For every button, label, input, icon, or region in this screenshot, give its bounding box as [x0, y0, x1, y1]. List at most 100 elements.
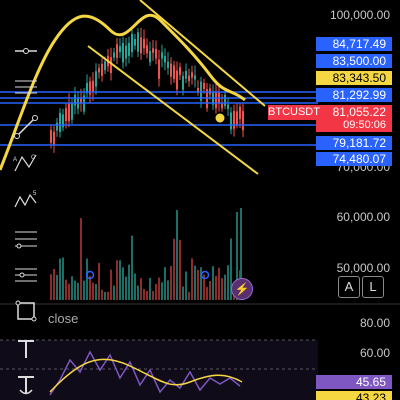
volume-bar	[200, 267, 202, 300]
volume-bar	[122, 267, 124, 300]
volume-bar	[65, 279, 67, 300]
volume-bar	[224, 274, 226, 300]
volume-bar	[80, 218, 82, 300]
volume-bar	[167, 280, 169, 300]
volume-bar	[182, 286, 184, 300]
axis-tick: 60,000.00	[336, 210, 390, 224]
svg-text:A: A	[13, 157, 17, 163]
volume-bar	[149, 277, 151, 300]
rectangle-tool[interactable]	[8, 296, 44, 326]
svg-text:C: C	[31, 155, 36, 161]
volume-bar	[146, 291, 148, 300]
volume-bar	[59, 258, 61, 300]
volume-bar	[128, 264, 130, 300]
price-tag: 81,292.99	[316, 88, 392, 102]
volume-bar	[101, 289, 103, 300]
volume-bar	[68, 283, 70, 300]
volume-bar	[152, 290, 154, 300]
lightning-icon[interactable]: ⚡	[231, 278, 253, 300]
svg-text:5: 5	[33, 191, 37, 197]
volume-bar	[140, 278, 142, 300]
volume-bar	[203, 274, 205, 300]
moving-average-line	[0, 13, 246, 171]
price-tag: 79,181.72	[316, 136, 392, 150]
xabcd-pattern-tool[interactable]: 5	[8, 186, 44, 216]
volume-bar	[104, 291, 106, 300]
price-tag: 84,717.49	[316, 37, 392, 51]
channel-lower-line	[87, 45, 259, 175]
volume-bar	[209, 281, 211, 300]
volume-bar	[83, 280, 85, 300]
volume-bar	[176, 210, 178, 300]
price-tag: 83,343.50	[316, 71, 392, 85]
trend-line-tool[interactable]	[8, 112, 44, 142]
volume-bar	[119, 260, 121, 300]
volume-bar	[230, 238, 232, 300]
price-tag: 81,055.22	[316, 105, 392, 119]
symbol-label: BTCUSDT	[268, 105, 320, 120]
volume-bar	[56, 274, 58, 300]
axis-tick: 100,000.00	[329, 8, 390, 22]
volume-bar	[134, 273, 136, 300]
volume-bar	[197, 269, 199, 300]
volume-bar	[50, 274, 52, 300]
volume-bar	[62, 257, 64, 300]
axis-tick: 80.00	[359, 316, 390, 330]
axis-tick: 50,000.00	[336, 261, 390, 275]
alert-marker	[215, 113, 225, 123]
volume-bar	[161, 282, 163, 300]
volume-bar	[77, 282, 79, 300]
volume-bar	[116, 260, 118, 300]
volume-bar	[125, 276, 127, 300]
volume-bar	[188, 291, 190, 300]
countdown-timer: 09:50:06	[316, 119, 392, 132]
horizontal-line-tool[interactable]	[8, 36, 44, 66]
price-tag: 83,500.00	[316, 54, 392, 68]
oscillator-legend: close	[48, 311, 79, 326]
volume-bar	[113, 285, 115, 300]
event-marker-2	[200, 270, 210, 280]
volume-bar	[185, 271, 187, 300]
volume-bar	[218, 267, 220, 300]
volume-bar	[107, 291, 109, 300]
volume-bar	[236, 212, 238, 300]
volume-bar	[179, 239, 181, 300]
volume-bar	[71, 276, 73, 300]
volume-bar	[86, 258, 88, 300]
axis-tick: 60.00	[359, 346, 390, 360]
volume-bar	[155, 283, 157, 300]
volume-bar	[143, 289, 145, 300]
volume-bars	[50, 208, 244, 300]
volume-bar	[131, 235, 133, 300]
volume-bar	[74, 280, 76, 300]
volume-bar	[221, 278, 223, 300]
volume-bar	[89, 276, 91, 300]
oscillator-tag: 45.65	[316, 375, 392, 389]
anchored-text-tool[interactable]	[8, 370, 44, 400]
volume-bar	[158, 277, 160, 300]
event-marker-1	[85, 270, 95, 280]
volume-bar	[98, 262, 100, 300]
oscillator-tag: 43.23	[316, 391, 392, 400]
volume-bar	[92, 282, 94, 300]
parallel-lines-tool[interactable]	[8, 72, 44, 102]
fib-retracement-tool[interactable]	[8, 224, 44, 254]
fib-channel-tool[interactable]	[8, 260, 44, 290]
volume-bar	[110, 269, 112, 300]
volume-bar	[215, 275, 217, 300]
volume-bar	[227, 265, 229, 300]
log-scale-button[interactable]: L	[362, 276, 384, 298]
text-tool[interactable]	[8, 334, 44, 364]
volume-bar	[194, 265, 196, 300]
volume-bar	[191, 258, 193, 300]
volume-bar	[240, 208, 242, 300]
channel-upper-line	[139, 0, 266, 107]
volume-bar	[173, 238, 175, 300]
price-tag: 74,480.07	[316, 152, 392, 166]
auto-scale-button[interactable]: A	[338, 276, 360, 298]
volume-bar	[95, 283, 97, 300]
